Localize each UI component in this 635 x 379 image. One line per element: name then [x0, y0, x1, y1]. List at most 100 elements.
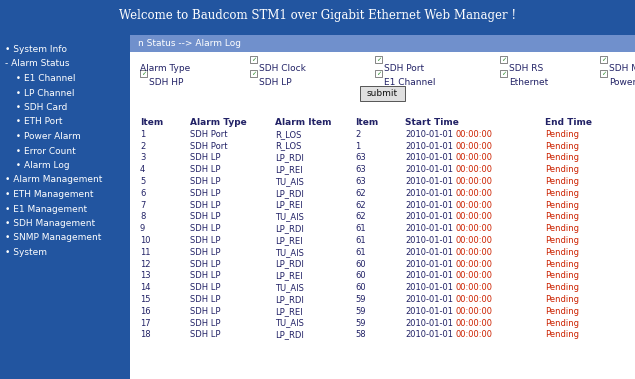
- Bar: [132, 285, 633, 296]
- Text: 2010-01-01: 2010-01-01: [405, 165, 453, 174]
- Text: LP_REI: LP_REI: [275, 165, 303, 174]
- Text: SDH LP: SDH LP: [190, 189, 220, 198]
- Text: Alarm Item: Alarm Item: [275, 118, 331, 127]
- Text: ✓: ✓: [142, 71, 147, 76]
- Text: Pending: Pending: [545, 224, 579, 233]
- Text: SDH LP: SDH LP: [190, 236, 220, 245]
- Bar: [132, 179, 633, 190]
- Text: SDH HP: SDH HP: [149, 78, 184, 87]
- Text: TU_AIS: TU_AIS: [275, 177, 304, 186]
- Text: LP_RDI: LP_RDI: [275, 153, 304, 162]
- Text: • E1 Management: • E1 Management: [5, 205, 87, 213]
- Text: Pending: Pending: [545, 153, 579, 162]
- Text: 2010-01-01: 2010-01-01: [405, 248, 453, 257]
- Bar: [132, 131, 633, 143]
- Text: SDH MS: SDH MS: [609, 64, 635, 73]
- Text: 00:00:00: 00:00:00: [455, 319, 492, 327]
- Text: TU_AIS: TU_AIS: [275, 212, 304, 221]
- Text: Pending: Pending: [545, 283, 579, 292]
- Text: 2010-01-01: 2010-01-01: [405, 189, 453, 198]
- Text: 2010-01-01: 2010-01-01: [405, 236, 453, 245]
- Text: • LP Channel: • LP Channel: [10, 89, 74, 97]
- Text: Ethernet: Ethernet: [509, 78, 548, 87]
- Text: 61: 61: [355, 224, 366, 233]
- Text: 9: 9: [140, 224, 145, 233]
- Bar: [500, 56, 507, 63]
- Text: SDH LP: SDH LP: [190, 177, 220, 186]
- Text: 00:00:00: 00:00:00: [455, 177, 492, 186]
- Text: 13: 13: [140, 271, 150, 280]
- Text: SDH LP: SDH LP: [190, 283, 220, 292]
- Text: Alarm Type: Alarm Type: [190, 118, 247, 127]
- Text: ✓: ✓: [377, 71, 382, 76]
- Text: SDH LP: SDH LP: [190, 307, 220, 316]
- Text: SDH LP: SDH LP: [190, 224, 220, 233]
- Text: 2010-01-01: 2010-01-01: [405, 283, 453, 292]
- Text: SDH Port: SDH Port: [384, 64, 424, 73]
- Text: 00:00:00: 00:00:00: [455, 248, 492, 257]
- Text: 2010-01-01: 2010-01-01: [405, 307, 453, 316]
- Text: 00:00:00: 00:00:00: [455, 224, 492, 233]
- Text: 58: 58: [355, 330, 366, 340]
- Text: 8: 8: [140, 212, 145, 221]
- Bar: [132, 238, 633, 249]
- Bar: [132, 143, 633, 155]
- Text: SDH LP: SDH LP: [190, 260, 220, 269]
- Text: 59: 59: [355, 295, 366, 304]
- Text: Pending: Pending: [545, 142, 579, 150]
- Bar: [375, 56, 382, 63]
- Bar: [132, 226, 633, 238]
- Bar: [132, 273, 633, 285]
- Text: Pending: Pending: [545, 319, 579, 327]
- Bar: [132, 249, 633, 261]
- Text: Pending: Pending: [545, 236, 579, 245]
- Text: SDH LP: SDH LP: [190, 271, 220, 280]
- Bar: [130, 35, 635, 52]
- Text: • SDH Card: • SDH Card: [10, 103, 67, 112]
- Text: SDH LP: SDH LP: [190, 248, 220, 257]
- Text: 2: 2: [355, 130, 360, 139]
- Text: LP_RDI: LP_RDI: [275, 295, 304, 304]
- Text: 60: 60: [355, 283, 366, 292]
- Text: SDH Clock: SDH Clock: [259, 64, 306, 73]
- Text: 2010-01-01: 2010-01-01: [405, 330, 453, 340]
- Text: 00:00:00: 00:00:00: [455, 236, 492, 245]
- Text: R_LOS: R_LOS: [275, 130, 302, 139]
- Text: Start Time: Start Time: [405, 118, 459, 127]
- Text: 1: 1: [140, 130, 145, 139]
- Text: SDH LP: SDH LP: [190, 319, 220, 327]
- Text: 61: 61: [355, 236, 366, 245]
- Text: End Time: End Time: [545, 118, 592, 127]
- Text: Pending: Pending: [545, 248, 579, 257]
- Text: 14: 14: [140, 283, 150, 292]
- Text: - Alarm Status: - Alarm Status: [5, 60, 69, 69]
- Text: SDH RS: SDH RS: [509, 64, 544, 73]
- Bar: [140, 70, 147, 77]
- Bar: [600, 70, 607, 77]
- Text: 6: 6: [140, 189, 145, 198]
- Text: 1: 1: [355, 142, 360, 150]
- Text: • SDH Management: • SDH Management: [5, 219, 95, 228]
- Text: 2010-01-01: 2010-01-01: [405, 271, 453, 280]
- Text: 00:00:00: 00:00:00: [455, 295, 492, 304]
- Text: 2010-01-01: 2010-01-01: [405, 153, 453, 162]
- Text: 11: 11: [140, 248, 150, 257]
- Text: 2010-01-01: 2010-01-01: [405, 260, 453, 269]
- Text: 00:00:00: 00:00:00: [455, 200, 492, 210]
- Text: submit: submit: [367, 89, 398, 97]
- Text: 63: 63: [355, 165, 366, 174]
- Text: • Alarm Log: • Alarm Log: [10, 161, 70, 170]
- Text: ✓: ✓: [251, 71, 257, 76]
- Text: SDH LP: SDH LP: [190, 165, 220, 174]
- Text: ✓: ✓: [377, 57, 382, 62]
- Text: 2010-01-01: 2010-01-01: [405, 130, 453, 139]
- Text: • ETH Management: • ETH Management: [5, 190, 93, 199]
- Text: 2010-01-01: 2010-01-01: [405, 142, 453, 150]
- Text: SDH Port: SDH Port: [190, 130, 227, 139]
- Text: 12: 12: [140, 260, 150, 269]
- Text: 7: 7: [140, 200, 145, 210]
- Text: 2010-01-01: 2010-01-01: [405, 319, 453, 327]
- Text: ✓: ✓: [251, 57, 257, 62]
- Text: 62: 62: [355, 200, 366, 210]
- Text: 00:00:00: 00:00:00: [455, 212, 492, 221]
